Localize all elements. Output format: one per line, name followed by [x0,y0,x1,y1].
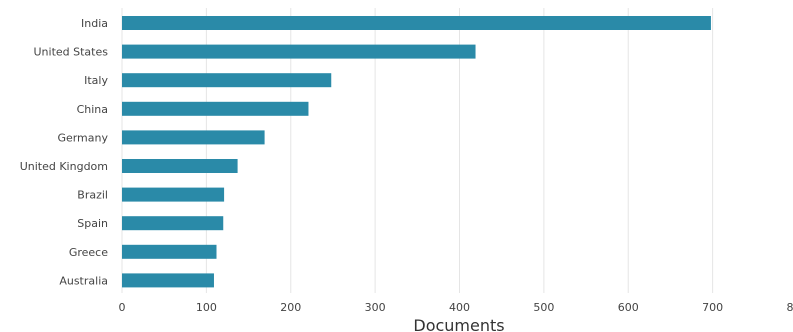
x-tick-label: 300 [365,301,386,314]
y-category-label: Brazil [77,189,108,202]
y-category-label: China [77,103,108,116]
y-category-label: Germany [57,131,108,144]
bar-india [122,16,711,30]
x-tick-label: 700 [702,301,723,314]
x-tick-labels: 0 100 200 300 400 500 600 700 800 [119,301,793,314]
x-tick-label: 100 [196,301,217,314]
y-category-label: United Kingdom [20,160,108,173]
bar-australia [122,273,214,288]
bars [122,16,711,288]
y-category-label: United States [34,46,109,59]
x-axis-title: Documents [413,316,504,332]
y-category-label: Greece [69,246,108,259]
x-tick-label: 0 [119,301,126,314]
bar-china [122,101,309,116]
y-category-label: Australia [59,274,108,287]
x-tick-label: 500 [533,301,554,314]
y-category-label: India [81,17,108,30]
category-labels: India United States Italy China Germany Unite… [20,17,109,287]
y-category-label: Spain [77,217,108,230]
x-tick-label: 600 [618,301,639,314]
x-tick-label: 200 [280,301,301,314]
bar-greece [122,244,217,259]
bar-brazil [122,187,225,202]
y-category-label: Italy [84,74,108,87]
bar-united-states [122,44,476,59]
bar-spain [122,216,224,231]
bar-united-kingdom [122,159,238,173]
bar-germany [122,130,265,145]
bar-italy [122,73,332,88]
x-tick-label: 400 [449,301,470,314]
x-tick-label: 800 [787,301,793,314]
